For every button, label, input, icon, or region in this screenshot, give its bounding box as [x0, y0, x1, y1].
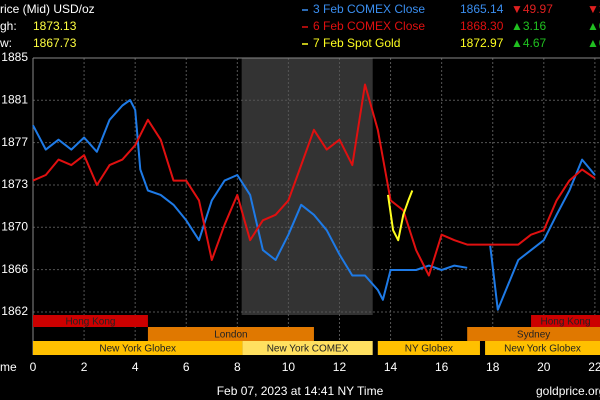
legend-name: 7 Feb Spot Gold — [313, 36, 400, 50]
y-tick-label: 1870 — [1, 219, 28, 233]
legend-change: ▲3.16 — [511, 19, 547, 33]
y-tick-label: 1873 — [1, 177, 28, 191]
x-tick-label: 22 — [588, 360, 600, 374]
session-band — [377, 341, 480, 355]
x-axis-label: me — [0, 360, 17, 374]
session-band — [467, 327, 600, 341]
session-label: NY Globex — [405, 344, 453, 355]
y-tick-label: 1862 — [1, 304, 28, 318]
series-line — [32, 83, 596, 277]
legend-pct: ▲0 — [587, 36, 600, 50]
x-tick-label: 12 — [333, 360, 347, 374]
session-label: New York COMEX — [267, 344, 349, 355]
x-tick-label: 20 — [537, 360, 551, 374]
legend-pct: ▲0 — [587, 19, 600, 33]
high-label: gh: — [0, 19, 17, 33]
x-tick-label: 2 — [81, 360, 88, 374]
footer: Feb 07, 2023 at 14:41 NY Time — [217, 384, 384, 398]
session-band — [531, 315, 600, 327]
legend-change: ▼49.97 — [511, 2, 553, 16]
x-tick-label: 0 — [30, 360, 37, 374]
x-tick-label: 4 — [132, 360, 139, 374]
legend-change: ▲4.67 — [511, 36, 547, 50]
legend-pct: ▼2 — [587, 2, 600, 16]
session-label: Hong Kong — [540, 317, 590, 328]
x-tick-label: 6 — [183, 360, 190, 374]
x-tick-label: 8 — [234, 360, 241, 374]
x-tick-label: 10 — [282, 360, 296, 374]
legend-price: 1872.97 — [460, 36, 504, 50]
session-label: Sydney — [517, 330, 550, 341]
session-band — [147, 327, 314, 341]
session-label: New York Globex — [504, 344, 581, 355]
session-label: London — [214, 330, 247, 341]
low-label: w: — [0, 36, 12, 50]
series-line — [387, 190, 414, 242]
low-value: 1867.73 — [33, 36, 77, 50]
legend-price: 1868.30 — [460, 19, 504, 33]
legend-name: 3 Feb COMEX Close — [313, 2, 425, 16]
session-band — [485, 341, 600, 355]
session-band — [242, 341, 373, 355]
legend-price: 1865.14 — [460, 2, 504, 16]
high-value: 1873.13 — [33, 19, 77, 33]
source: goldprice.org — [536, 384, 600, 398]
chart-title: rice (Mid) USD/oz — [0, 2, 95, 16]
y-tick-label: 1877 — [1, 135, 28, 149]
session-band — [33, 315, 148, 327]
y-tick-label: 1866 — [1, 262, 28, 276]
y-tick-label: 1881 — [1, 92, 28, 106]
series-line — [32, 99, 596, 311]
y-tick-label: 1885 — [1, 50, 28, 64]
x-tick-label: 14 — [384, 360, 398, 374]
x-tick-label: 18 — [486, 360, 500, 374]
legend-name: 6 Feb COMEX Close — [313, 19, 425, 33]
session-band — [33, 341, 243, 355]
x-tick-label: 16 — [435, 360, 449, 374]
session-label: New York Globex — [99, 344, 176, 355]
session-label: Hong Kong — [65, 317, 115, 328]
